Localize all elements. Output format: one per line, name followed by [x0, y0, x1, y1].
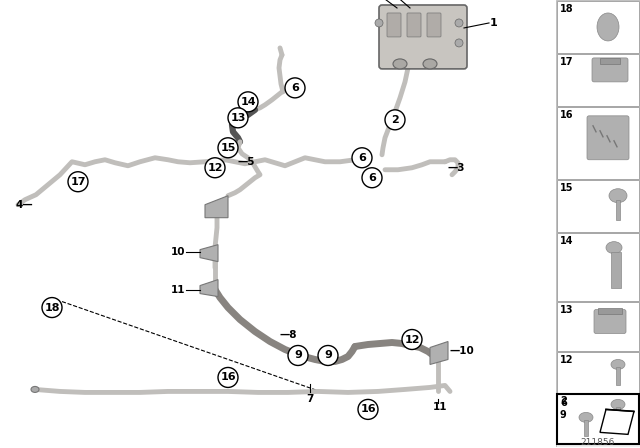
Ellipse shape: [606, 241, 622, 254]
Text: —3: —3: [448, 163, 465, 173]
Circle shape: [288, 345, 308, 366]
Text: 18: 18: [560, 4, 573, 14]
Text: 16: 16: [360, 405, 376, 414]
Circle shape: [42, 297, 62, 318]
Text: 11: 11: [433, 402, 447, 413]
Circle shape: [228, 108, 248, 128]
Circle shape: [318, 345, 338, 366]
Bar: [616, 367, 620, 385]
Ellipse shape: [597, 13, 619, 41]
Circle shape: [358, 400, 378, 419]
Ellipse shape: [611, 359, 625, 370]
FancyBboxPatch shape: [379, 5, 467, 69]
Ellipse shape: [423, 59, 437, 69]
Ellipse shape: [609, 189, 627, 202]
Bar: [557, 54, 639, 106]
FancyBboxPatch shape: [427, 13, 441, 37]
Text: 4—: 4—: [15, 200, 33, 210]
Bar: [557, 180, 639, 232]
Text: 16: 16: [560, 110, 573, 120]
Text: 1: 1: [490, 18, 498, 28]
Ellipse shape: [579, 413, 593, 422]
Polygon shape: [430, 341, 448, 365]
Circle shape: [205, 158, 225, 178]
Text: 11: 11: [170, 284, 185, 295]
Ellipse shape: [455, 39, 463, 47]
Bar: [598, 308, 622, 314]
Bar: [557, 302, 639, 352]
Text: 7: 7: [307, 394, 314, 405]
Bar: [557, 107, 639, 179]
Bar: [557, 394, 639, 444]
Text: 18: 18: [44, 302, 60, 313]
Text: 12: 12: [207, 163, 223, 173]
Ellipse shape: [611, 400, 625, 409]
Text: 2: 2: [560, 396, 567, 406]
Circle shape: [352, 148, 372, 168]
Bar: [556, 0, 640, 448]
Bar: [616, 407, 620, 426]
Bar: [557, 396, 639, 433]
FancyBboxPatch shape: [587, 116, 629, 160]
Ellipse shape: [375, 19, 383, 27]
Text: 17: 17: [70, 177, 86, 187]
Text: —8: —8: [280, 330, 298, 340]
Circle shape: [218, 367, 238, 388]
Circle shape: [218, 138, 238, 158]
Text: 211856: 211856: [581, 438, 615, 447]
Ellipse shape: [31, 387, 39, 392]
Bar: [584, 420, 588, 436]
Text: 14: 14: [560, 236, 573, 246]
Bar: [557, 233, 639, 301]
Text: 12: 12: [560, 355, 573, 366]
Polygon shape: [200, 245, 218, 262]
FancyBboxPatch shape: [594, 310, 626, 333]
FancyBboxPatch shape: [387, 13, 401, 37]
Ellipse shape: [455, 19, 463, 27]
Text: 6
9: 6 9: [560, 398, 567, 420]
Bar: [600, 58, 620, 64]
Circle shape: [285, 78, 305, 98]
Polygon shape: [600, 409, 634, 435]
Polygon shape: [205, 196, 228, 218]
Text: 6: 6: [291, 83, 299, 93]
Circle shape: [385, 110, 405, 130]
Text: 17: 17: [560, 57, 573, 67]
Circle shape: [362, 168, 382, 188]
Text: 9: 9: [324, 350, 332, 361]
Circle shape: [238, 92, 258, 112]
Text: 2: 2: [391, 115, 399, 125]
FancyBboxPatch shape: [592, 58, 628, 82]
Bar: [557, 353, 639, 394]
Text: 10: 10: [170, 247, 185, 257]
Text: 9: 9: [294, 350, 302, 361]
Bar: [611, 252, 621, 288]
Text: 13: 13: [230, 113, 246, 123]
Text: 15: 15: [560, 183, 573, 193]
Text: —5: —5: [238, 157, 255, 167]
Text: 15: 15: [220, 143, 236, 153]
Text: —10: —10: [450, 346, 475, 357]
Text: 13: 13: [560, 305, 573, 314]
Text: 6: 6: [368, 173, 376, 183]
Circle shape: [402, 330, 422, 349]
Text: 16: 16: [220, 372, 236, 383]
Text: 14: 14: [240, 97, 256, 107]
Bar: [616, 200, 620, 220]
Text: 12: 12: [404, 335, 420, 345]
Polygon shape: [200, 280, 218, 297]
Ellipse shape: [393, 59, 407, 69]
Bar: [557, 1, 639, 53]
FancyBboxPatch shape: [407, 13, 421, 37]
Circle shape: [68, 172, 88, 192]
Text: 6: 6: [358, 153, 366, 163]
